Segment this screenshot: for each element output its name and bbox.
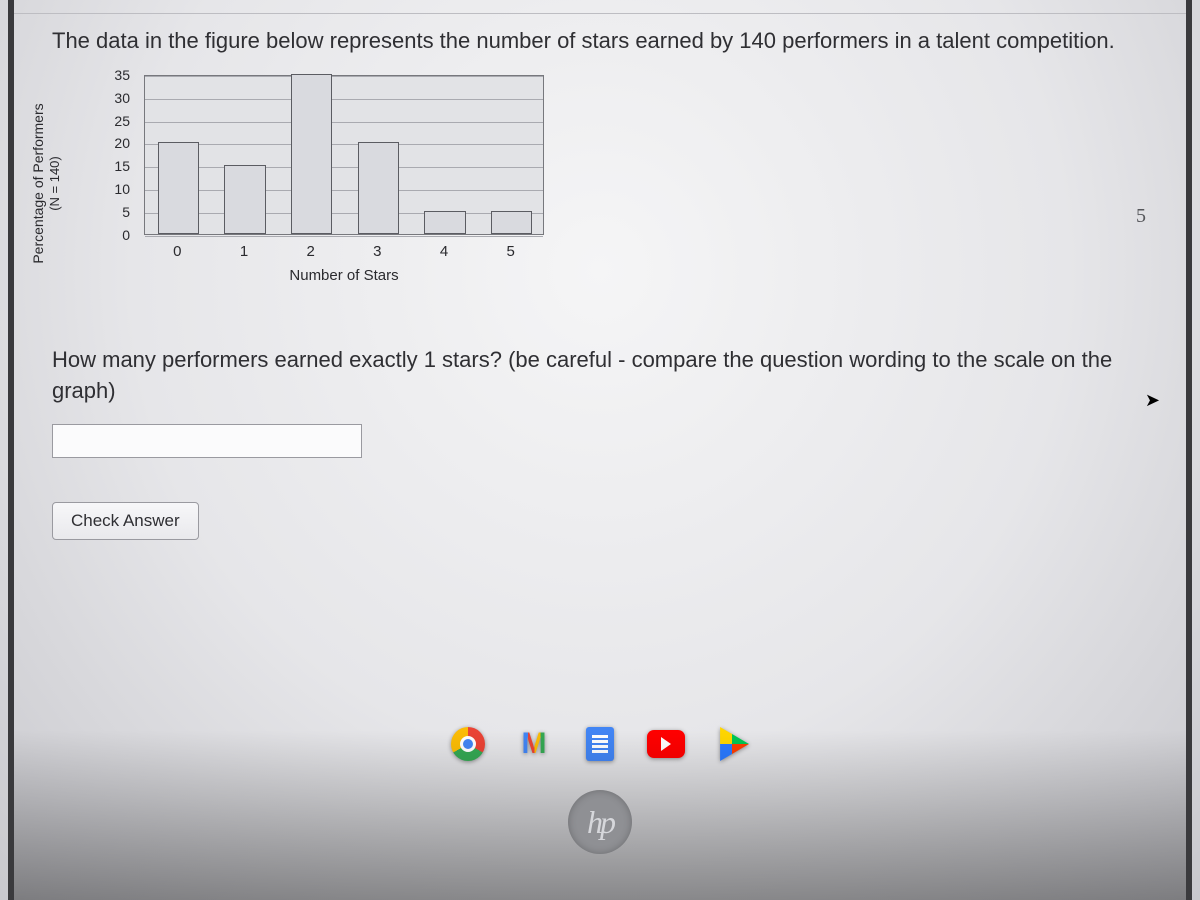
chart-bar — [424, 211, 465, 234]
chart-bar — [358, 142, 399, 233]
chart-gridline — [145, 144, 543, 145]
chart-gridline — [145, 236, 543, 237]
x-tick-label: 0 — [173, 243, 181, 260]
mouse-cursor-icon: ➤ — [1145, 390, 1160, 411]
handwritten-annotation: 5 — [1136, 205, 1146, 228]
chart-gridline — [145, 167, 543, 168]
chart-bar — [158, 142, 199, 233]
y-tick-label: 30 — [114, 90, 130, 106]
y-axis-ticks: 05101520253035 — [102, 75, 136, 235]
y-tick-label: 15 — [114, 158, 130, 174]
y-tick-label: 5 — [122, 204, 130, 220]
x-tick-label: 5 — [506, 243, 514, 260]
hp-logo-icon: hp — [568, 790, 632, 854]
window-top-edge — [14, 0, 1186, 14]
question-content: The data in the figure below represents … — [52, 26, 1140, 540]
taskbar: M — [14, 718, 1186, 770]
docs-icon[interactable] — [581, 725, 619, 763]
question-text: How many performers earned exactly 1 sta… — [52, 345, 1140, 407]
x-tick-label: 4 — [440, 243, 448, 260]
y-axis-label-line1: Percentage of Performers — [30, 103, 46, 263]
y-tick-label: 10 — [114, 181, 130, 197]
y-tick-label: 25 — [114, 113, 130, 129]
chart-bar — [291, 74, 332, 234]
chart-gridline — [145, 99, 543, 100]
bar-chart: Percentage of Performers (N = 140) 05101… — [52, 75, 592, 305]
x-tick-label: 1 — [240, 243, 248, 260]
x-tick-label: 3 — [373, 243, 381, 260]
chrome-icon[interactable] — [449, 725, 487, 763]
chart-bar — [224, 165, 265, 234]
y-tick-label: 20 — [114, 135, 130, 151]
play-store-icon[interactable] — [713, 725, 751, 763]
x-tick-label: 2 — [306, 243, 314, 260]
y-tick-label: 0 — [122, 227, 130, 243]
gmail-icon[interactable]: M — [515, 725, 553, 763]
youtube-icon[interactable] — [647, 725, 685, 763]
check-answer-button[interactable]: Check Answer — [52, 502, 199, 540]
x-axis-ticks: 0 1 2 3 4 5 — [144, 239, 544, 263]
intro-text: The data in the figure below represents … — [52, 26, 1140, 57]
chart-plot-area — [144, 75, 544, 235]
chart-gridline — [145, 76, 543, 77]
y-tick-label: 35 — [114, 67, 130, 83]
y-axis-label: Percentage of Performers (N = 140) — [30, 103, 62, 263]
chart-bar — [491, 211, 532, 234]
answer-input[interactable] — [52, 424, 362, 458]
chart-gridline — [145, 122, 543, 123]
x-axis-label: Number of Stars — [144, 267, 544, 284]
chart-gridline — [145, 190, 543, 191]
y-axis-label-line2: (N = 140) — [47, 103, 63, 263]
chart-gridline — [145, 213, 543, 214]
